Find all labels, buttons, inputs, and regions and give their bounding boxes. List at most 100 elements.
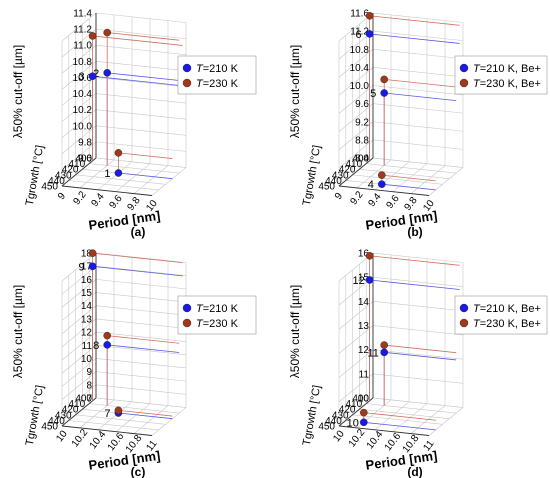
y-tick-label: 450 xyxy=(318,182,335,193)
z-axis-label: λ50% cut-off [µm] xyxy=(11,45,25,138)
x-axis-line xyxy=(338,425,430,436)
y-tick-label: 440 xyxy=(325,416,342,427)
grid-line xyxy=(75,414,166,425)
x-tick-label: 10.4 xyxy=(88,429,109,451)
legend-label: T=230 K, Be+ xyxy=(473,318,541,330)
grid-line xyxy=(115,403,151,432)
y-tick-label: 430 xyxy=(332,170,349,181)
grid-line xyxy=(338,49,374,78)
grid-line xyxy=(428,407,464,436)
projection-line xyxy=(107,335,180,344)
grid-line xyxy=(95,305,187,316)
x-tick-label: 10.6 xyxy=(106,431,127,453)
grid-line xyxy=(372,48,464,60)
legend-marker xyxy=(182,63,192,73)
data-point xyxy=(365,251,374,260)
grid-line xyxy=(61,345,97,374)
projection-line xyxy=(381,174,436,182)
z-tick-label: 18 xyxy=(81,249,93,260)
z-tick-label: 16 xyxy=(81,275,93,286)
grid-line xyxy=(95,157,187,168)
grid-line xyxy=(151,167,187,196)
legend-marker xyxy=(182,318,192,328)
z-tick-label: 10.2 xyxy=(73,105,93,116)
z-tick-label: 12 xyxy=(358,345,370,356)
data-point xyxy=(380,75,389,84)
z-tick-label: 13 xyxy=(81,314,93,325)
y-tick-label: 410 xyxy=(69,399,86,410)
data-point xyxy=(88,262,97,271)
grid-line xyxy=(89,403,180,414)
grid-line xyxy=(97,161,133,191)
legend-box xyxy=(177,295,257,335)
data-point xyxy=(380,89,389,97)
data-point xyxy=(114,149,123,157)
grid-line xyxy=(338,325,374,354)
projection-line xyxy=(118,152,173,159)
projection-line xyxy=(118,172,173,180)
grid-line xyxy=(95,125,187,136)
point-label: 5 xyxy=(370,88,376,100)
grid-line xyxy=(95,77,187,88)
grid-line xyxy=(392,163,428,192)
grid-line xyxy=(95,371,187,382)
x-tick-label: 10.2 xyxy=(347,427,368,449)
data-point xyxy=(88,249,97,257)
data-point xyxy=(365,276,374,284)
grid-line xyxy=(338,103,374,132)
projection-line xyxy=(369,279,460,290)
x-tick-label: 9.6 xyxy=(107,193,124,211)
point-label: 4 xyxy=(368,179,374,191)
y-tick-label: 400 xyxy=(352,394,369,405)
grid-line xyxy=(95,358,187,369)
panel-label: (a) xyxy=(131,225,146,239)
z-tick-label: 9.2 xyxy=(355,117,369,128)
y-tick-label: 410 xyxy=(69,159,86,170)
y-tick-label: 420 xyxy=(62,165,79,176)
grid-line xyxy=(68,420,159,431)
z-tick-label: 10.0 xyxy=(73,121,93,132)
grid-line xyxy=(359,168,450,179)
grid-line xyxy=(338,139,374,169)
panel-label: (c) xyxy=(131,465,146,478)
legend-label: T=210 K, Be+ xyxy=(473,303,541,315)
point-label: 8 xyxy=(93,340,99,352)
x-axis-line xyxy=(61,425,153,436)
z-tick-label: 11.4 xyxy=(73,9,92,20)
z-tick-label: 8.8 xyxy=(355,135,369,146)
x-axis-label: Period [nm] xyxy=(365,208,439,233)
z-tick-label: 17 xyxy=(81,262,93,273)
z-tick-label: 11.2 xyxy=(73,25,92,36)
z-axis-label: λ50% cut-off [µm] xyxy=(288,285,302,378)
grid-line xyxy=(61,125,97,155)
x-axis-label: Period [nm] xyxy=(88,448,162,473)
grid-line xyxy=(61,358,97,387)
grid-line xyxy=(95,384,187,395)
panel-b: 8.4 8.8 9.2 9.6 10.0 10.4 10.8 11.2 11.6 40041042… xyxy=(288,9,548,239)
z-axis-label: λ50% cut-off [µm] xyxy=(11,285,25,378)
z-tick-label: 13 xyxy=(358,321,370,332)
data-point xyxy=(359,418,368,427)
z-tick-label: 8 xyxy=(86,380,92,391)
projection-line xyxy=(369,15,460,26)
projection-line xyxy=(384,79,457,88)
grid-line xyxy=(89,163,180,174)
data-point xyxy=(380,341,389,349)
x-tick-label: 9.2 xyxy=(71,189,88,207)
projection-line xyxy=(107,72,180,81)
projection-line xyxy=(384,92,457,101)
y-tick-label: 410 xyxy=(346,399,363,410)
grid-line xyxy=(356,159,392,189)
z-tick-label: 9.8 xyxy=(78,137,92,148)
data-point xyxy=(103,28,111,37)
grid-line xyxy=(95,331,187,342)
x-tick-label: 9.6 xyxy=(384,193,401,211)
legend-marker xyxy=(459,318,469,328)
grid-line xyxy=(61,292,97,321)
grid-line xyxy=(372,67,464,78)
z-tick-label: 7 xyxy=(86,394,92,405)
grid-line xyxy=(95,344,187,356)
grid-line xyxy=(133,405,169,434)
